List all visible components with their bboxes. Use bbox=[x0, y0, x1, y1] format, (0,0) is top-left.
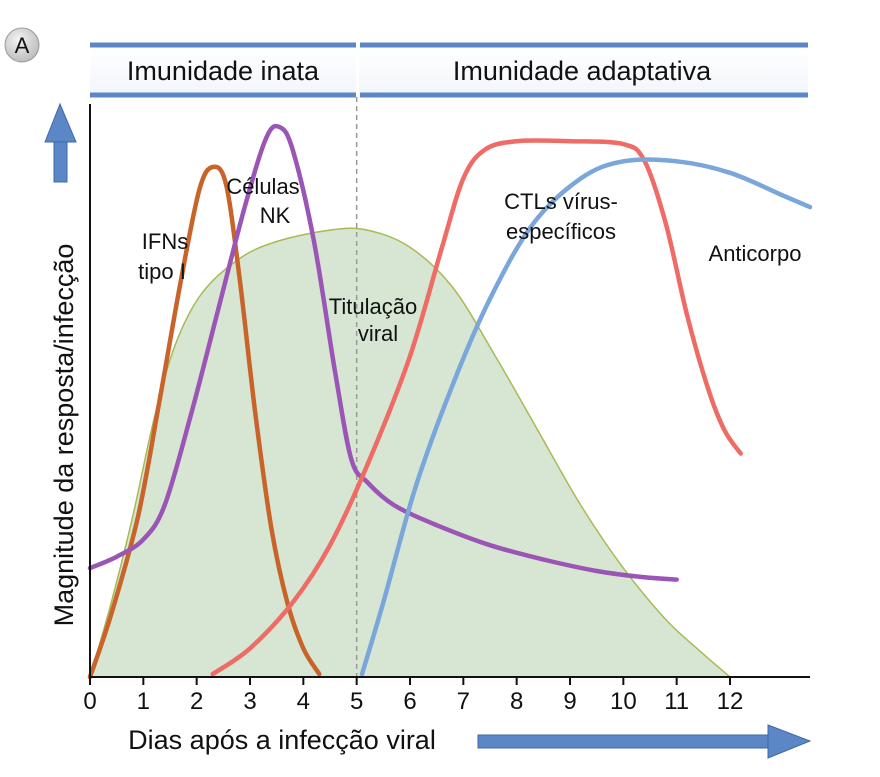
x-axis-arrow-icon bbox=[477, 724, 812, 759]
x-tick-label: 7 bbox=[457, 688, 470, 715]
ctl-label-line1: CTLs vírus- bbox=[504, 189, 618, 214]
y-axis-arrow-icon bbox=[44, 102, 77, 183]
x-ticks: 0 1 2 3 4 5 6 7 8 9 10 11 12 bbox=[83, 677, 743, 715]
antibody-label: Anticorpo bbox=[709, 241, 802, 266]
viral-label-line2: viral bbox=[358, 321, 398, 346]
innate-phase-label: Imunidade inata bbox=[127, 56, 320, 86]
x-tick-label: 11 bbox=[664, 688, 689, 715]
ifn-curve bbox=[87, 164, 322, 680]
panel-badge: A bbox=[4, 27, 40, 63]
x-tick-label: 2 bbox=[190, 688, 203, 715]
x-tick-label: 4 bbox=[297, 688, 310, 715]
curves-layer bbox=[87, 123, 813, 680]
ifn-label-line2: tipo I bbox=[138, 259, 186, 284]
panel-label: A bbox=[15, 33, 30, 58]
x-tick-label: 3 bbox=[243, 688, 256, 715]
x-tick-label: 9 bbox=[563, 688, 576, 715]
innate-phase-box bbox=[90, 45, 356, 95]
x-tick-label: 0 bbox=[83, 688, 96, 715]
x-tick-label: 10 bbox=[610, 688, 637, 715]
ctl-curve bbox=[210, 138, 743, 677]
x-tick-label: 1 bbox=[137, 688, 150, 715]
nk-label-line2: NK bbox=[260, 203, 291, 228]
y-axis-label: Magnitude da resposta/infecção bbox=[49, 244, 79, 627]
viral-label-line1: Titulação bbox=[329, 294, 417, 319]
x-tick-label: 12 bbox=[717, 688, 744, 715]
x-tick-label: 5 bbox=[350, 688, 363, 715]
series-labels: IFNs tipo I Células NK Titulação viral C… bbox=[138, 174, 801, 346]
nk-label-line1: Células bbox=[226, 174, 299, 199]
adaptive-phase-label: Imunidade adaptativa bbox=[453, 56, 712, 86]
phase-header: Imunidade inata Imunidade adaptativa bbox=[90, 42, 808, 98]
nk-curve bbox=[87, 123, 679, 582]
x-tick-label: 6 bbox=[403, 688, 416, 715]
ctl-label-line2: específicos bbox=[506, 219, 616, 244]
ifn-label-line1: IFNs bbox=[142, 229, 188, 254]
x-tick-label: 8 bbox=[510, 688, 523, 715]
x-axis-label: Dias após a infecção viral bbox=[128, 725, 436, 755]
adaptive-phase-box bbox=[359, 45, 808, 95]
antibody-curve bbox=[359, 157, 813, 677]
